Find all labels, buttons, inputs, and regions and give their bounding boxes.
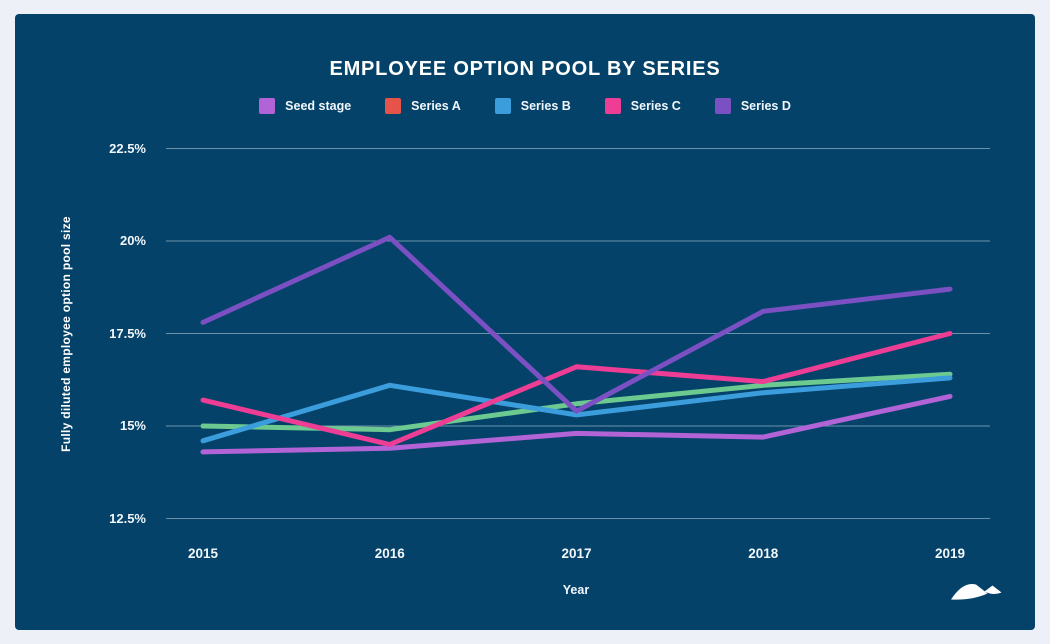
legend-item-series-d: Series D (714, 98, 791, 114)
plot-area (166, 148, 990, 519)
legend-swatch-seed-stage (259, 98, 276, 114)
y-tick-label: 20% (119, 233, 146, 248)
y-tick-label: 17.5% (109, 325, 146, 341)
legend-swatch-series-d (714, 98, 731, 114)
legend-item-series-b: Series B (494, 98, 571, 114)
legend-item-seed-stage: Seed stage (259, 98, 351, 114)
legend-item-series-c: Series C (604, 98, 681, 114)
line-series-b (200, 375, 953, 444)
mountains-logo-icon (951, 583, 1002, 600)
x-axis-title: Year (562, 583, 590, 597)
legend-label: Series A (411, 99, 461, 113)
legend-swatch-series-c (604, 98, 621, 114)
legend-item-series-a: Series A (385, 98, 461, 114)
legend: Seed stage Series A Series B Series C Series… (15, 98, 1035, 114)
chart-title: EMPLOYEE OPTION POOL BY SERIES (329, 58, 721, 80)
legend-label: Seed stage (285, 99, 352, 113)
y-tick-label: 22.5% (109, 140, 146, 156)
line-seed-stage (200, 393, 953, 455)
x-tick-label: 2016 (374, 546, 405, 561)
y-tick-label: 15% (119, 418, 146, 433)
y-tick-label: 12.5% (109, 510, 146, 526)
x-tick-label: 2015 (187, 546, 219, 561)
legend-label: Series C (630, 99, 681, 113)
line-series-c (200, 331, 953, 447)
x-tick-label: 2019 (934, 546, 966, 561)
legend-swatch-series-b (494, 98, 511, 114)
x-tick-label: 2018 (748, 546, 779, 561)
x-tick-label: 2017 (561, 546, 592, 561)
legend-swatch-series-a (385, 98, 402, 114)
chart-card: EMPLOYEE OPTION POOL BY SERIES Seed stag… (15, 14, 1035, 630)
legend-label: Series D (740, 99, 791, 113)
line-series-d (200, 234, 953, 414)
legend-label: Series B (520, 99, 571, 113)
